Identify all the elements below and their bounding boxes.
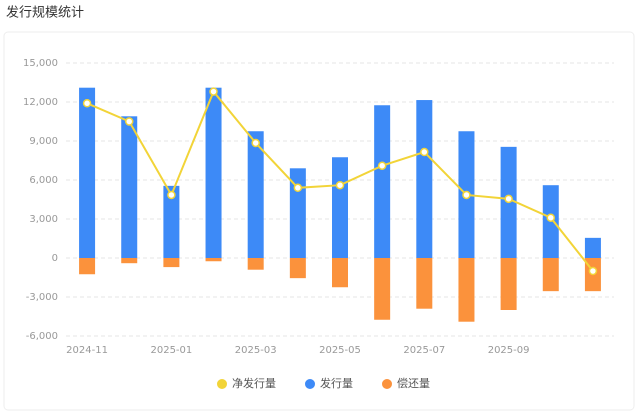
- y-tick-label: 6,000: [29, 175, 58, 186]
- bar: [247, 131, 264, 258]
- bar: [205, 87, 222, 258]
- bar: [163, 185, 180, 258]
- bar: [542, 258, 559, 292]
- legend-label: 发行量: [320, 376, 353, 390]
- bar: [79, 258, 96, 275]
- chart-title: 发行规模统计: [6, 5, 84, 21]
- y-tick-label: 0: [52, 253, 58, 264]
- line-point: [82, 99, 92, 108]
- y-tick-label: 15,000: [23, 58, 58, 69]
- bar: [289, 168, 306, 258]
- bar: [121, 116, 138, 258]
- bar: [121, 258, 138, 264]
- x-tick-label: 2025-03: [235, 345, 277, 356]
- bar: [79, 87, 96, 258]
- bar: [247, 258, 264, 270]
- bar: [163, 258, 180, 268]
- bar: [584, 237, 601, 258]
- bar: [374, 258, 391, 320]
- x-tick-label: 2025-07: [403, 345, 445, 356]
- x-tick-label: 2025-01: [150, 345, 192, 356]
- line-point: [335, 180, 345, 190]
- card: [3, 31, 635, 411]
- y-tick-label: 9,000: [29, 136, 58, 147]
- legend-label: 偿还量: [397, 376, 430, 390]
- x-tick-label: 2025-05: [319, 345, 361, 356]
- legend-label: 净发行量: [232, 376, 276, 390]
- x-tick-label: 2025-09: [488, 345, 530, 356]
- line-point: [124, 117, 134, 126]
- bar: [289, 258, 306, 279]
- y-tick-label: 12,000: [23, 97, 58, 108]
- line-point: [377, 161, 387, 170]
- line-point: [293, 183, 303, 193]
- y-tick-label: -6,000: [26, 331, 58, 342]
- y-tick-label: -3,000: [26, 292, 58, 303]
- legend-marker: [217, 379, 227, 389]
- line-point: [462, 190, 471, 200]
- y-tick-label: 3,000: [29, 214, 58, 225]
- line-point: [167, 190, 176, 200]
- legend-marker: [382, 379, 392, 389]
- bar: [500, 258, 517, 310]
- line-point: [209, 87, 218, 96]
- line-point: [420, 147, 429, 157]
- bar: [416, 258, 433, 309]
- line-point: [504, 194, 513, 204]
- line-point: [546, 213, 556, 222]
- bar: [205, 258, 222, 262]
- bar: [332, 258, 348, 288]
- bar: [374, 105, 391, 258]
- bar: [416, 100, 433, 258]
- x-tick-label: 2024-11: [66, 345, 108, 356]
- bar: [458, 258, 475, 322]
- line-point: [251, 138, 260, 148]
- line-point: [588, 266, 598, 276]
- bar: [332, 157, 348, 258]
- legend-marker: [305, 379, 315, 389]
